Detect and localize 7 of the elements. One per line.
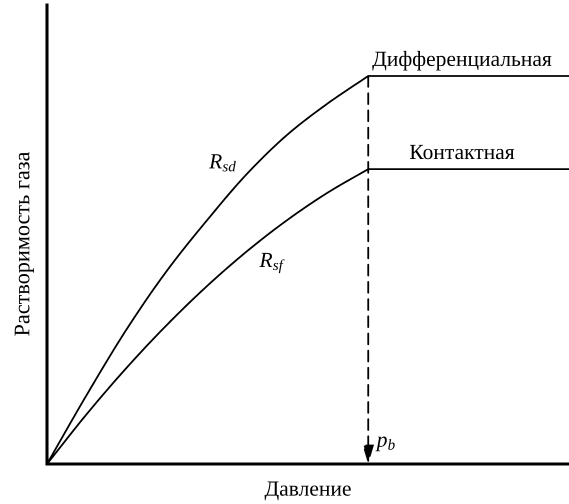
series-label: Контактная <box>410 144 514 160</box>
annotation: R$_{sd}$ <box>208 154 236 172</box>
series-label: Дифференциальная <box>372 50 552 70</box>
x-axis-title: Давление <box>264 482 351 500</box>
annotation: p$_{b}$ <box>375 436 395 452</box>
y-axis-title: Растворимость газа <box>14 152 34 336</box>
annotation: R$_{sf}$ <box>259 252 285 274</box>
